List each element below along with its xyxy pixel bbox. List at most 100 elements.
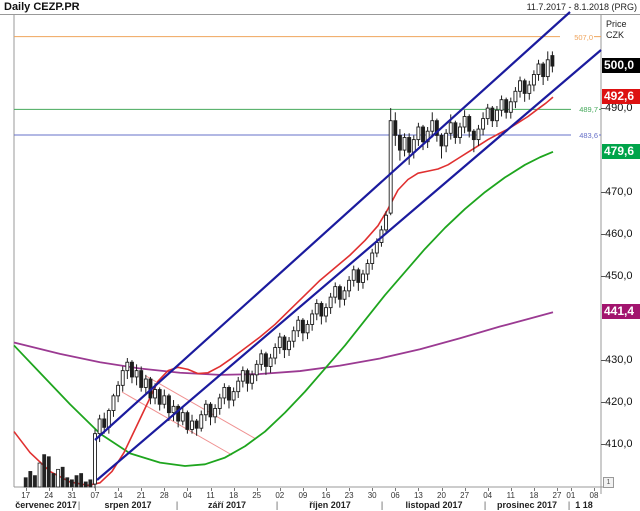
candle-up — [448, 122, 453, 134]
candle-up — [527, 84, 532, 94]
candle-up — [287, 340, 291, 351]
candle-down — [421, 126, 425, 143]
clipped-candle — [46, 456, 51, 488]
pullback-channel-lower — [121, 391, 233, 456]
candle-up — [236, 380, 241, 393]
candle-up — [277, 336, 282, 348]
price-axis-tick — [601, 276, 605, 278]
candle-up — [513, 90, 518, 103]
candle-up — [291, 330, 296, 342]
candle-up — [342, 290, 347, 300]
candle-down — [439, 134, 444, 147]
day-label: 01 — [566, 491, 576, 500]
day-label: 20 — [437, 491, 446, 500]
candle-down — [504, 99, 509, 113]
candle-down — [319, 302, 324, 317]
candle-down — [130, 361, 134, 378]
candle-up — [222, 386, 227, 399]
candle-up — [93, 433, 97, 485]
candle-down — [245, 370, 250, 384]
price-axis-label: 410,0 — [605, 438, 633, 451]
candle-up — [374, 242, 379, 254]
time-axis: 17 24 31 07 14 21 28 04 11 18 25 02 09 16 23 30 06 13 20 27… — [0, 487, 640, 511]
month-separator: | — [380, 500, 384, 510]
candle-down — [356, 269, 361, 283]
month-label: srpen 2017 — [104, 500, 152, 510]
ma-short-line — [13, 96, 554, 487]
candle-up — [254, 363, 259, 376]
candle-up — [462, 116, 467, 128]
ma-long-badge: 441,4 — [602, 304, 640, 320]
clipped-candle — [83, 481, 88, 488]
day-label: 13 — [413, 491, 423, 500]
candle-up — [162, 395, 167, 405]
price-axis-tick — [601, 192, 605, 194]
ma-short-badge: 492,6 — [602, 89, 640, 105]
candle-up — [310, 313, 315, 325]
time-axis-tick — [570, 488, 572, 491]
time-axis-tick — [510, 488, 512, 491]
candle-down — [393, 120, 398, 136]
candle-down — [522, 80, 527, 94]
candle-up — [476, 128, 481, 141]
time-axis-tick — [95, 488, 96, 491]
clipped-candle — [56, 468, 60, 488]
day-label: 17 — [21, 491, 31, 500]
price-axis-tick — [601, 360, 605, 362]
candle-up — [296, 319, 301, 332]
currency-label: CZK — [606, 30, 624, 40]
last-price-badge: 500,0 — [602, 58, 640, 74]
time-axis-tick — [326, 488, 327, 491]
month-separator: | — [483, 500, 487, 510]
panel-page-icon[interactable]: 1 — [603, 477, 614, 488]
candle-up — [370, 252, 375, 264]
candle-down — [337, 286, 342, 300]
channel-lower-line — [96, 49, 602, 481]
candle-up — [416, 126, 421, 141]
candle-up — [314, 302, 319, 315]
month-label: červenec 2017 — [15, 500, 77, 510]
time-axis-tick — [25, 488, 27, 491]
candle-down — [208, 403, 213, 418]
day-label: 28 — [159, 491, 169, 500]
clipped-candle — [37, 462, 42, 488]
clipped-candle — [28, 471, 33, 488]
time-axis-tick — [187, 488, 189, 491]
candle-up — [402, 137, 407, 151]
time-axis-tick — [593, 488, 595, 491]
candle-up — [116, 384, 121, 397]
time-axis-tick — [118, 488, 120, 491]
clipped-candle — [23, 477, 28, 488]
candle-down — [157, 389, 162, 405]
time-axis-tick — [372, 488, 374, 491]
day-label: 24 — [44, 491, 54, 500]
clipped-candle — [74, 475, 79, 488]
clipped-candle — [51, 473, 56, 488]
candle-up — [268, 357, 273, 367]
candle-up — [180, 412, 185, 422]
month-separator: | — [175, 500, 179, 510]
candle-up — [494, 109, 499, 122]
clipped-candle — [65, 477, 70, 488]
month-label: září 2017 — [207, 500, 247, 510]
time-axis-tick — [164, 488, 166, 491]
month-separator: | — [567, 500, 571, 510]
time-axis-tick — [71, 488, 73, 491]
day-label: 21 — [136, 491, 146, 500]
level-line-label: 507,0 — [560, 32, 594, 42]
candle-up — [328, 296, 333, 309]
day-label: 11 — [206, 491, 215, 500]
candle-up — [518, 80, 522, 92]
candle-up — [485, 107, 490, 120]
candle-down — [550, 55, 555, 67]
day-label: 30 — [367, 491, 377, 500]
candle-up — [143, 378, 148, 388]
month-label: prosinec 2017 — [496, 500, 558, 510]
time-axis-tick — [441, 488, 443, 491]
candle-up — [217, 397, 222, 409]
clipped-candle — [79, 473, 84, 488]
candle-down — [300, 319, 305, 334]
candle-down — [166, 395, 171, 414]
time-axis-tick — [557, 488, 558, 491]
